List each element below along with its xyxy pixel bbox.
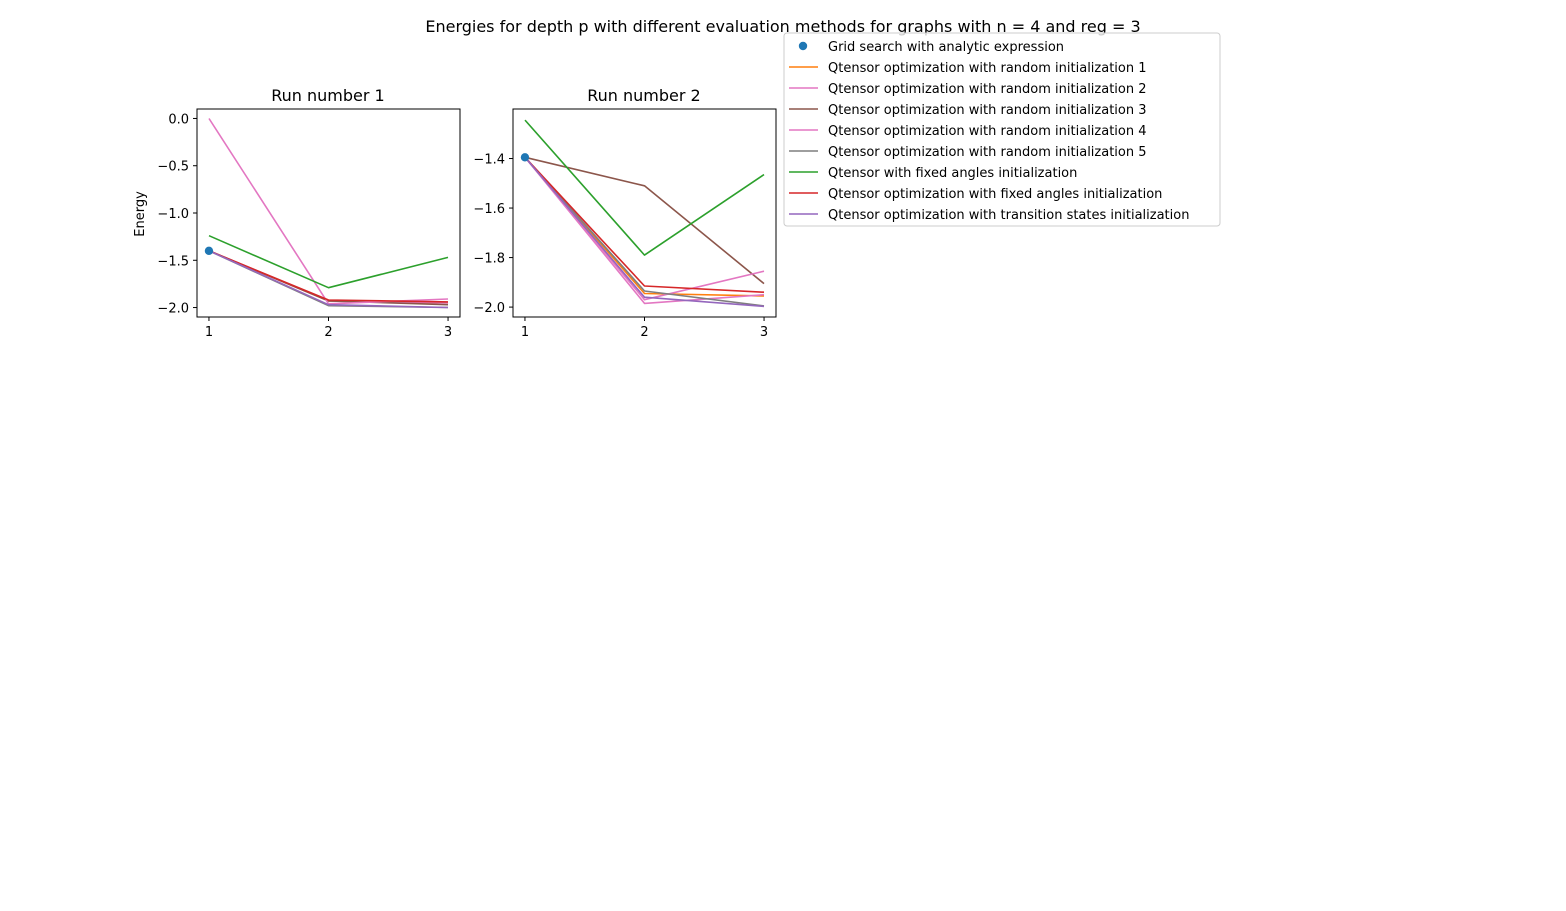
series-line-8 <box>208 250 449 309</box>
subplot-run-1: Run number 1 Energy 1 2 3 0.0 −0.5 −1.0 −1.5 −2… <box>133 86 461 340</box>
series-line-7 <box>524 156 765 293</box>
plot-area <box>520 119 765 308</box>
legend-label: Qtensor optimization with random initial… <box>828 145 1147 160</box>
series-line-8 <box>524 156 765 308</box>
axis-ticks: 1 2 3 −1.4 −1.6 −1.8 −2.0 <box>473 153 768 340</box>
axis-ticks: 1 2 3 0.0 −0.5 −1.0 −1.5 −2.0 <box>157 112 452 340</box>
x-tick-label: 3 <box>444 325 452 340</box>
series-line-6 <box>208 234 449 289</box>
y-tick-label: −1.5 <box>157 254 189 269</box>
legend-label: Qtensor optimization with random initial… <box>828 103 1147 118</box>
legend-label: Qtensor optimization with transition sta… <box>828 208 1189 223</box>
y-axis-label: Energy <box>133 191 148 237</box>
series-line-5 <box>524 156 765 307</box>
y-tick-label: −2.0 <box>157 302 189 317</box>
y-tick-label: −1.0 <box>157 207 189 222</box>
legend-marker <box>798 41 808 51</box>
series-line-7 <box>208 250 449 303</box>
y-tick-label: 0.0 <box>168 112 189 127</box>
figure-suptitle: Energies for depth p with different eval… <box>425 17 1140 36</box>
y-tick-label: −1.8 <box>473 252 505 267</box>
plot-area <box>204 118 449 309</box>
series-line-6 <box>524 119 765 256</box>
x-tick-label: 3 <box>760 325 768 340</box>
subplot-title: Run number 1 <box>271 86 384 105</box>
subplot-title: Run number 2 <box>587 86 700 105</box>
legend-label: Qtensor optimization with fixed angles i… <box>828 187 1162 202</box>
y-tick-label: −1.4 <box>473 153 505 168</box>
legend-frame <box>783 32 1221 227</box>
series-line-3 <box>524 156 765 285</box>
y-tick-label: −1.6 <box>473 202 505 217</box>
grid-search-point <box>520 153 530 162</box>
x-tick-label: 2 <box>324 325 332 340</box>
x-tick-label: 1 <box>521 325 529 340</box>
subplot-run-2: Run number 2 1 2 3 −1.4 −1.6 −1.8 −2.0 <box>473 86 777 340</box>
legend-label: Grid search with analytic expression <box>828 40 1064 55</box>
grid-search-point <box>204 246 214 256</box>
legend-label: Qtensor optimization with random initial… <box>828 61 1147 76</box>
x-tick-label: 1 <box>205 325 213 340</box>
legend-label: Qtensor optimization with random initial… <box>828 82 1147 97</box>
y-tick-label: −2.0 <box>473 301 505 316</box>
y-tick-label: −0.5 <box>157 160 189 175</box>
legend-label: Qtensor optimization with random initial… <box>828 124 1147 139</box>
legend-label: Qtensor with fixed angles initialization <box>828 166 1077 181</box>
legend: Grid search with analytic expression Qten… <box>783 32 1221 227</box>
x-tick-label: 2 <box>640 325 648 340</box>
